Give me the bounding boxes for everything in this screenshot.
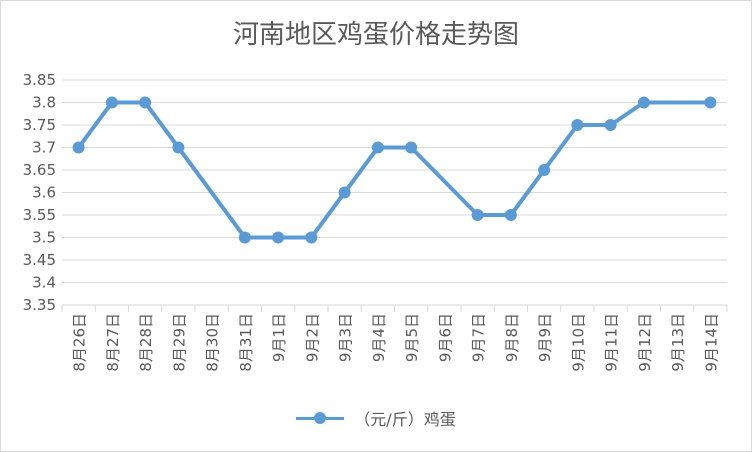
legend-dot [314, 412, 327, 424]
y-tick-label: 3.85 [23, 71, 56, 89]
data-point [704, 96, 717, 109]
x-tick-label: 9月1日 [270, 313, 288, 362]
x-tick-label: 9月6日 [436, 313, 454, 362]
y-tick-label: 3.4 [32, 274, 56, 292]
data-point [139, 96, 152, 109]
data-point [571, 119, 584, 131]
data-point [538, 164, 551, 176]
x-tick-label: 8月27日 [104, 313, 122, 372]
y-tick-label: 3.7 [32, 139, 56, 157]
data-point [172, 141, 185, 154]
data-point [72, 141, 85, 154]
y-tick-label: 3.6 [32, 184, 56, 202]
data-point [371, 141, 384, 154]
x-tick-label: 9月13日 [669, 313, 687, 372]
data-point [405, 141, 418, 154]
data-point [272, 231, 285, 244]
x-tick-label: 9月9日 [536, 313, 554, 362]
data-point [305, 231, 318, 244]
y-tick-label: 3.5 [32, 229, 56, 247]
x-tick-label: 9月10日 [569, 313, 587, 372]
x-tick-label: 9月4日 [370, 313, 388, 362]
data-point [604, 119, 617, 131]
x-tick-label: 8月28日 [137, 313, 155, 372]
data-point [637, 96, 650, 109]
data-point [238, 231, 251, 244]
x-tick-label: 9月8日 [503, 313, 521, 362]
y-tick-label: 3.55 [23, 206, 56, 224]
legend-label: （元/斤）鸡蛋 [354, 410, 456, 429]
x-tick-label: 8月30日 [204, 313, 222, 372]
x-tick-label: 8月29日 [170, 313, 188, 372]
y-tick-label: 3.8 [32, 94, 56, 112]
legend: （元/斤）鸡蛋 [0, 406, 752, 430]
y-tick-label: 3.35 [23, 296, 56, 314]
x-tick-label: 8月26日 [71, 313, 89, 372]
x-tick-label: 9月12日 [636, 313, 654, 372]
legend-marker-icon [296, 411, 345, 425]
y-tick-label: 3.45 [23, 251, 56, 269]
y-tick-label: 3.65 [23, 161, 56, 179]
x-tick-label: 9月7日 [470, 313, 488, 362]
data-point [105, 96, 118, 109]
y-tick-label: 3.75 [23, 116, 56, 134]
data-point [471, 209, 484, 221]
x-tick-label: 8月31日 [237, 313, 255, 372]
x-tick-label: 9月11日 [603, 313, 621, 372]
data-point [338, 186, 351, 199]
chart-title: 河南地区鸡蛋价格走势图 [232, 20, 519, 50]
x-tick-label: 9月3日 [337, 313, 355, 362]
x-tick-label: 9月14日 [702, 313, 720, 372]
x-tick-label: 9月5日 [403, 313, 421, 362]
x-tick-label: 9月2日 [303, 313, 321, 362]
data-point [504, 209, 517, 221]
